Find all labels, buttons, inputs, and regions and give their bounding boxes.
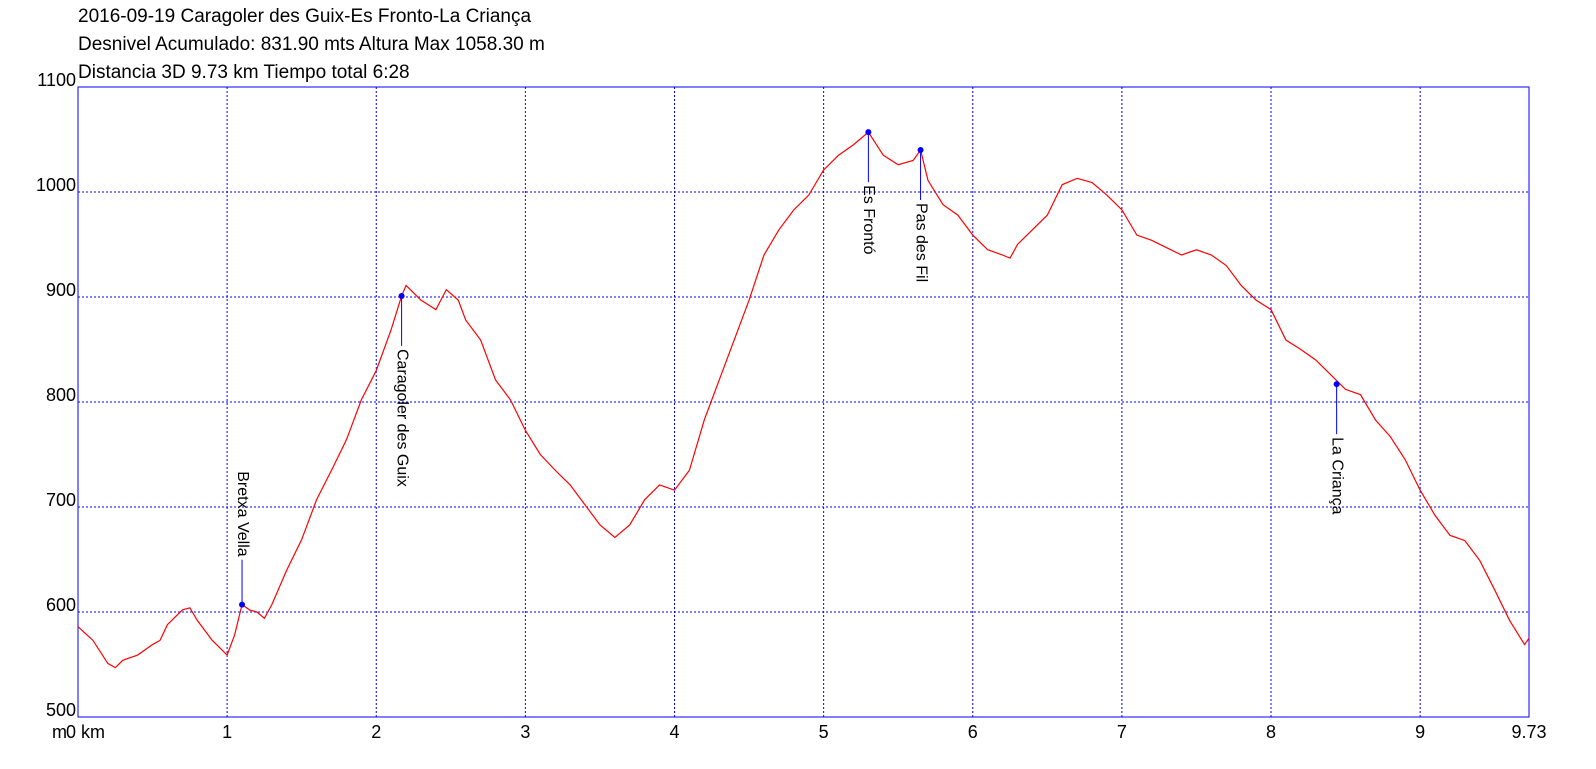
y-tick-label: 1100 [37,70,76,90]
x-tick-label: 8 [1266,722,1276,742]
x-tick-label: 5 [819,722,829,742]
waypoint-marker [917,147,924,153]
waypoint-marker [239,601,246,608]
waypoint-label: Pas des Fil [912,203,929,282]
waypoint-label: Caragoler des Guix [393,349,410,487]
chart-summary: Distancia 3D 9.73 km Tiempo total 6:28 [78,62,410,83]
waypoint-marker [1333,381,1340,388]
x-tick-label: 6 [968,722,978,742]
x-tick-label: 9.73 [1511,722,1546,742]
x-tick-label: 0 km [66,722,105,742]
x-tick-label: 7 [1117,722,1127,742]
x-tick-label: 3 [520,722,530,742]
waypoint-label: Bretxa Vella [234,471,251,556]
y-tick-label: 600 [46,595,76,615]
x-tick-label: 2 [371,722,381,742]
chart-title: 2016-09-19 Caragoler des Guix-Es Fronto-… [78,6,531,27]
waypoint-label: La Criança [1328,437,1345,514]
x-tick-label: 4 [669,722,679,742]
x-tick-label: 9 [1415,722,1425,742]
y-axis-label: m [52,722,67,742]
y-tick-label: 500 [46,700,76,720]
waypoint-marker [398,292,405,299]
chart-subtitle: Desnivel Acumulado: 831.90 mts Altura Ma… [78,34,545,55]
waypoint-marker [865,129,872,136]
y-tick-label: 1000 [36,175,76,195]
plot-frame [77,86,1530,718]
y-tick-label: 900 [46,280,76,300]
waypoint-label: Es Frontó [860,185,877,254]
elevation-line [77,131,1530,669]
y-tick-label: 700 [46,490,76,510]
y-tick-label: 800 [46,385,76,405]
x-tick-label: 1 [222,722,232,742]
